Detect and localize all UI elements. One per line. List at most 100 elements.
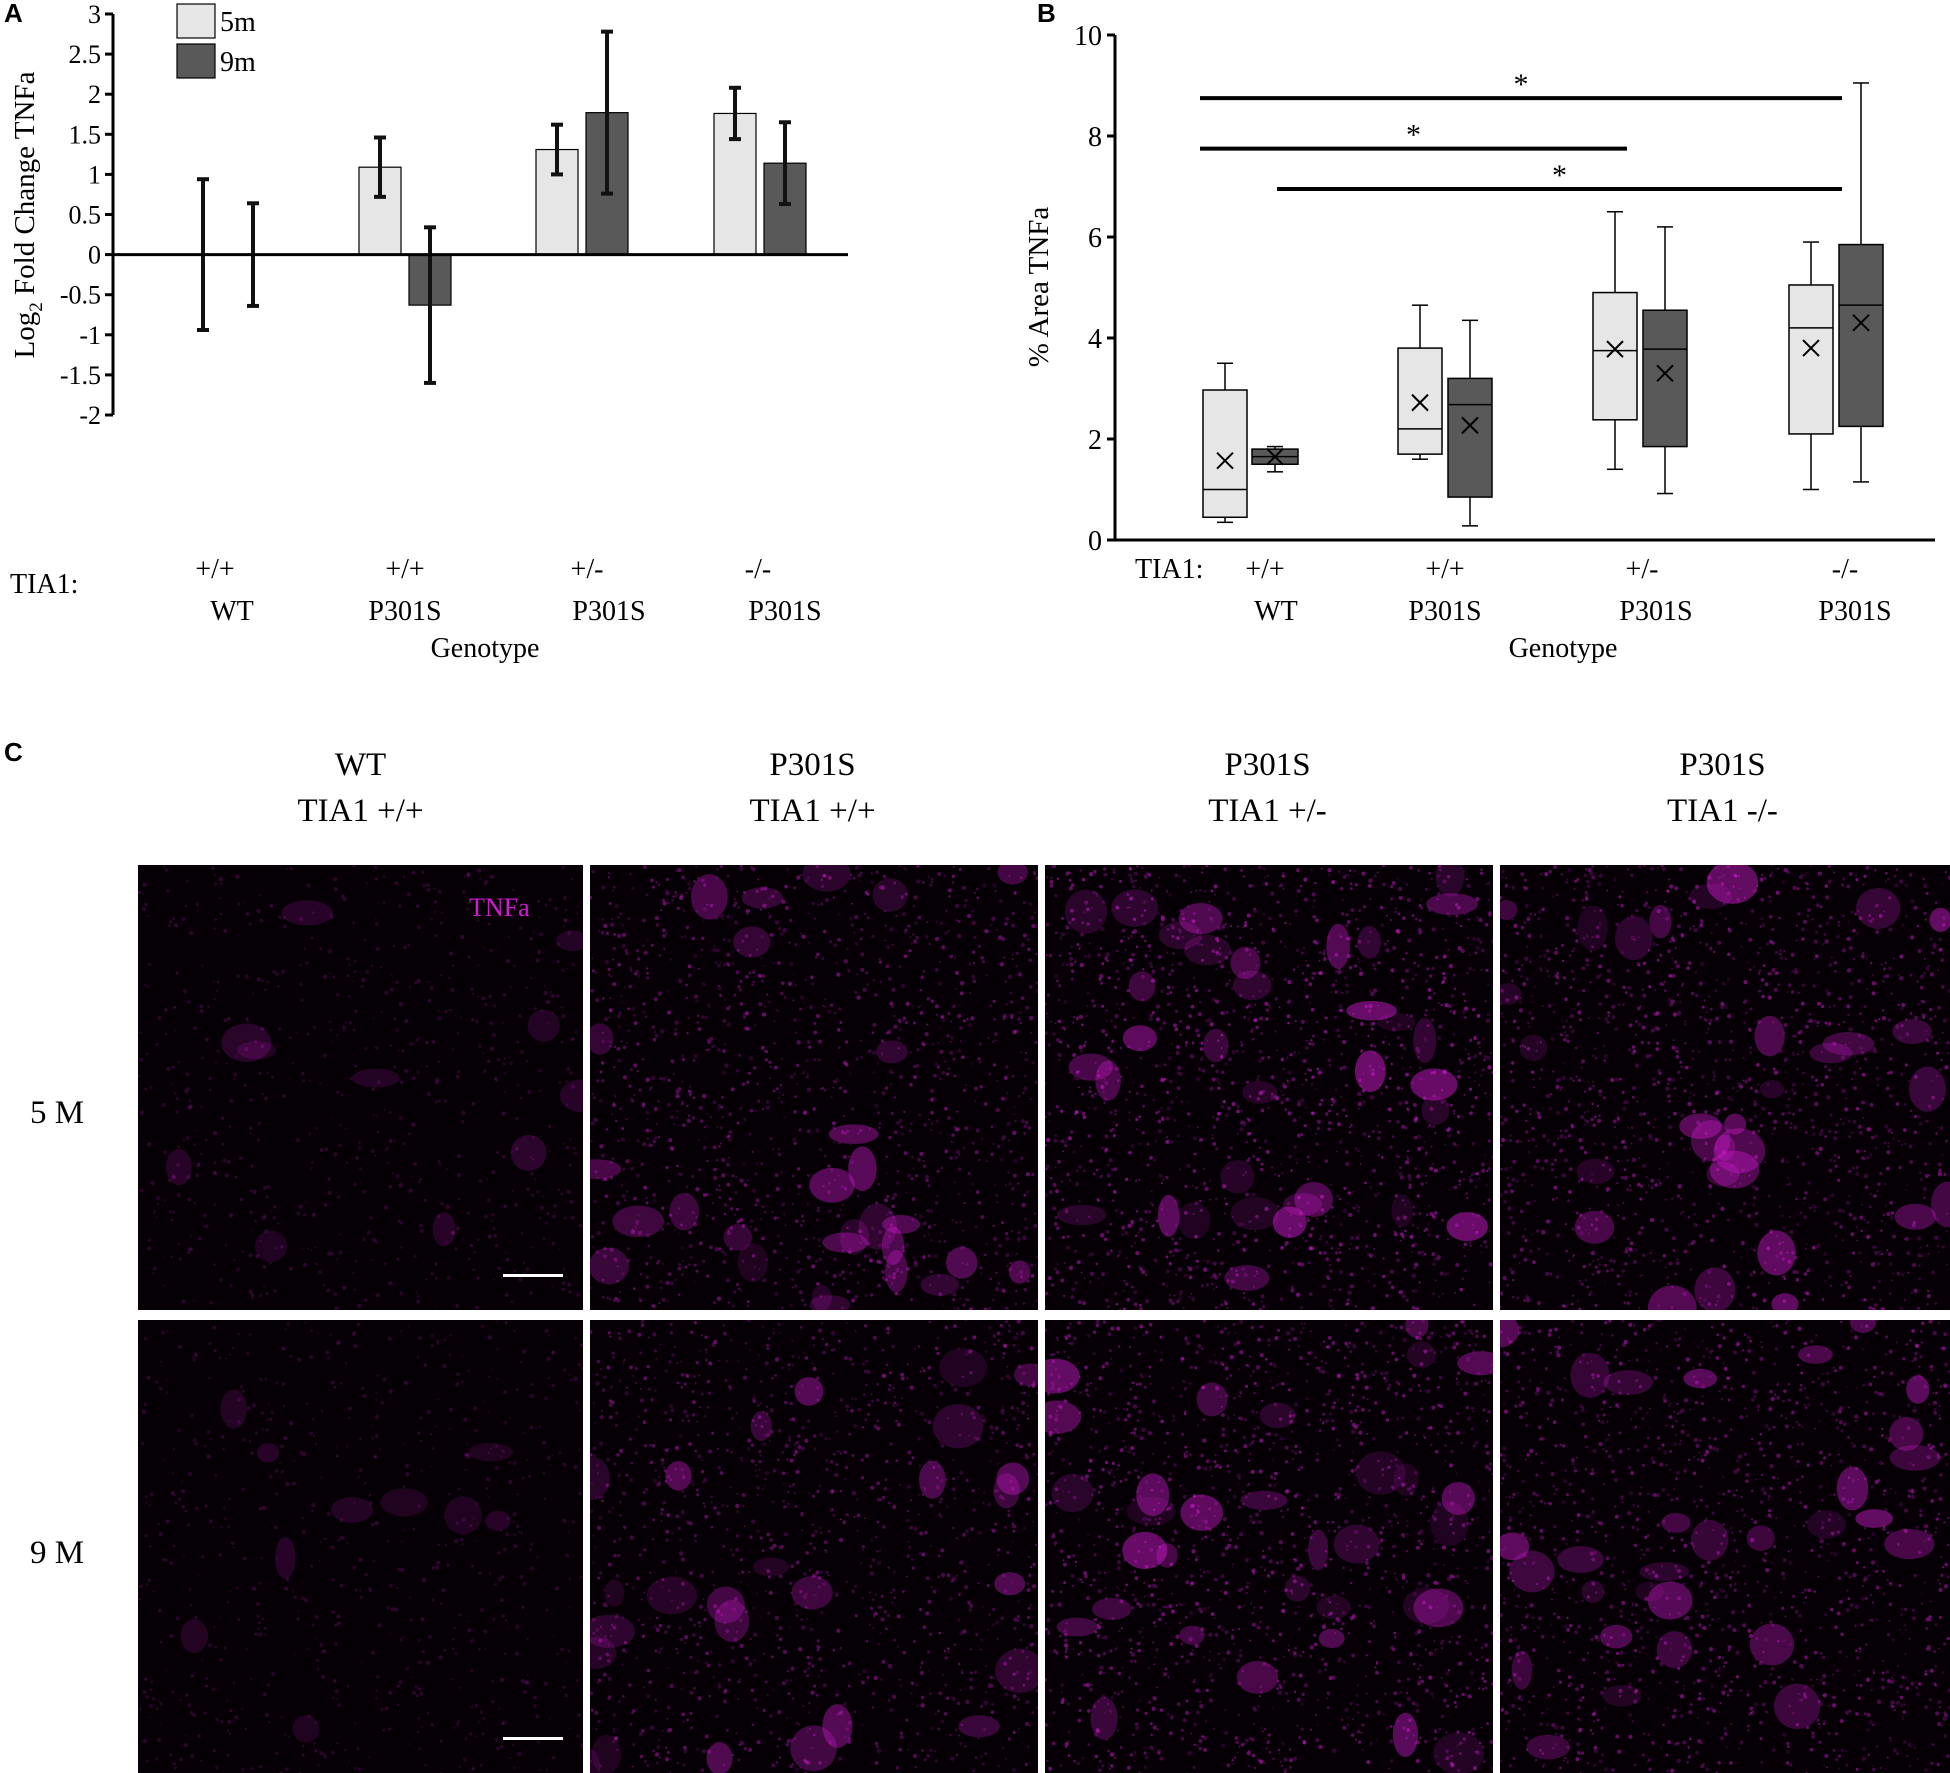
- stain-speck: [1418, 1212, 1422, 1215]
- stain-speck: [1070, 883, 1075, 887]
- stain-speck: [1150, 897, 1155, 901]
- stain-speck: [1913, 1015, 1919, 1021]
- stain-speck: [1382, 1257, 1385, 1260]
- stain-speck: [1186, 1265, 1190, 1268]
- stain-speck: [1300, 1098, 1305, 1103]
- category-prefix: TIA1:: [1135, 554, 1203, 585]
- stain-speck: [1071, 917, 1075, 921]
- stain-speck: [1649, 1217, 1655, 1223]
- stain-speck: [1183, 1274, 1186, 1277]
- y-tick-label: 1.5: [69, 120, 102, 149]
- stain-speck: [781, 1057, 784, 1060]
- stain-speck: [1087, 1107, 1090, 1110]
- stain-speck: [779, 1083, 783, 1087]
- stain-speck: [1373, 1193, 1378, 1198]
- stain-speck: [1315, 1142, 1319, 1146]
- stain-speck: [742, 1162, 746, 1166]
- stain-speck: [1077, 1056, 1080, 1059]
- stain-speck: [1441, 927, 1444, 931]
- stain-speck: [859, 937, 863, 941]
- stain-speck: [1327, 873, 1331, 877]
- stain-speck: [1851, 1077, 1853, 1080]
- stain-speck: [888, 1211, 891, 1214]
- stain-speck: [1744, 1079, 1749, 1084]
- stain-speck: [1355, 1147, 1358, 1150]
- stain-speck: [1872, 1245, 1876, 1249]
- stain-speck: [437, 1160, 441, 1164]
- stain-speck: [849, 916, 853, 921]
- stain-speck: [1345, 924, 1349, 928]
- stain-speck: [1670, 908, 1673, 911]
- stain-speck: [1770, 865, 1773, 867]
- stain-speck: [1834, 1164, 1838, 1168]
- stain-speck: [1279, 883, 1284, 888]
- stain-speck: [1877, 1262, 1881, 1266]
- stain-speck: [1408, 1177, 1413, 1182]
- stain-speck: [1025, 1051, 1028, 1055]
- stain-speck: [666, 1010, 672, 1015]
- stain-speck: [1132, 1016, 1135, 1020]
- stain-speck: [1406, 1157, 1410, 1160]
- stain-speck: [1373, 956, 1377, 959]
- stain-speck: [1066, 964, 1069, 967]
- stain-speck: [928, 942, 931, 946]
- stain-speck: [1795, 1278, 1800, 1282]
- stain-speck: [1179, 1292, 1183, 1296]
- stain-speck: [189, 1247, 193, 1251]
- stain-speck: [398, 1183, 403, 1188]
- stain-speck: [1013, 1113, 1016, 1115]
- stain-speck: [745, 908, 750, 913]
- box-5m-0: [1202, 389, 1248, 519]
- stain-speck: [828, 939, 833, 944]
- stain-speck: [603, 1247, 607, 1251]
- stain-speck: [995, 1286, 1000, 1292]
- stain-speck: [1331, 1308, 1335, 1310]
- stain-speck: [1017, 1017, 1021, 1021]
- column-header-line1: P301S: [1679, 747, 1766, 783]
- stain-speck: [1584, 893, 1589, 898]
- stain-speck: [875, 1201, 879, 1205]
- stain-speck: [749, 1219, 754, 1223]
- stain-speck: [1726, 1014, 1732, 1019]
- stain-speck: [854, 865, 859, 870]
- category-bottom-label: P301S: [1818, 596, 1891, 627]
- stain-speck: [1058, 999, 1061, 1002]
- stain-speck: [460, 1016, 463, 1019]
- stain-speck: [1049, 1020, 1052, 1023]
- stain-speck: [1413, 961, 1416, 965]
- column-header-p301s-tia1-pp: P301S TIA1 +/+: [590, 742, 1035, 834]
- stain-speck: [1130, 1222, 1134, 1226]
- stain-speck: [994, 1193, 999, 1198]
- stain-speck: [1412, 1212, 1416, 1216]
- stain-speck: [1029, 1097, 1032, 1101]
- stain-speck: [661, 928, 666, 933]
- stain-speck: [1111, 1127, 1115, 1131]
- stain-speck: [1522, 982, 1527, 987]
- stain-speck: [730, 916, 733, 919]
- stain-speck: [1163, 1063, 1167, 1067]
- stain-speck: [374, 1239, 379, 1244]
- stain-speck: [1284, 945, 1287, 948]
- stain-speck: [735, 1282, 739, 1287]
- stain-speck: [1318, 1102, 1322, 1107]
- stain-speck: [693, 1281, 696, 1283]
- stain-speck: [1907, 1271, 1910, 1274]
- stain-speck: [168, 920, 173, 924]
- stain-speck: [827, 875, 832, 880]
- stain-speck: [724, 998, 727, 1001]
- stain-speck: [1771, 967, 1776, 972]
- stain-speck: [430, 918, 433, 921]
- stain-speck: [1051, 1282, 1055, 1287]
- stain-speck: [1719, 912, 1721, 915]
- stain-speck: [1522, 885, 1526, 889]
- stain-speck: [651, 885, 655, 889]
- stain-speck: [472, 992, 475, 996]
- stain-speck: [1286, 1201, 1291, 1206]
- stain-speck: [540, 1070, 543, 1073]
- stain-speck: [1682, 1210, 1685, 1213]
- significance-star-1: *: [1406, 119, 1421, 152]
- stain-speck: [1533, 986, 1536, 989]
- stain-speck: [1511, 1295, 1515, 1299]
- stain-speck: [1324, 1030, 1328, 1034]
- stain-speck: [1260, 1294, 1265, 1299]
